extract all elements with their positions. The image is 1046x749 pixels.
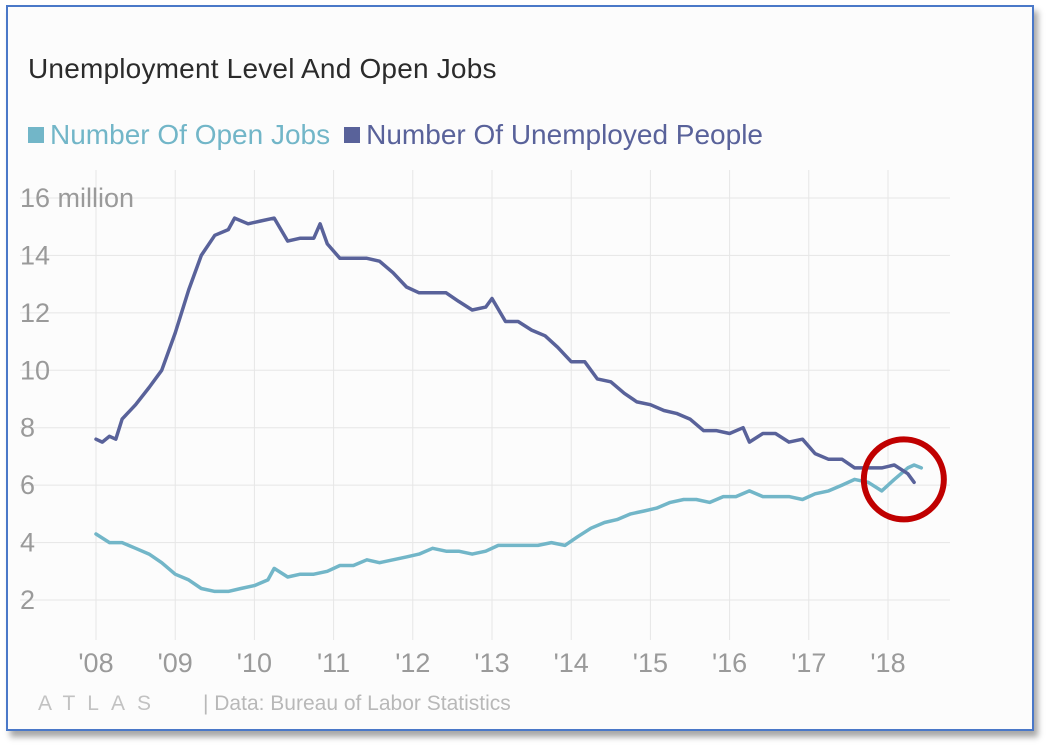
- data-source: | Data: Bureau of Labor Statistics: [202, 692, 511, 715]
- chart-title: Unemployment Level And Open Jobs: [28, 53, 497, 84]
- x-tick-label: '16: [712, 648, 747, 678]
- legend-label-open-jobs: Number Of Open Jobs: [50, 119, 331, 150]
- x-tick-label: '09: [158, 648, 193, 678]
- y-tick-label: 8: [20, 413, 35, 443]
- x-tick-label: '12: [395, 648, 430, 678]
- y-tick-label: 12: [20, 298, 50, 328]
- y-tick-label: 4: [20, 528, 35, 558]
- legend-item-unemployed: Number Of Unemployed People: [344, 119, 763, 151]
- x-tick-label: '18: [870, 648, 905, 678]
- legend-label-unemployed: Number Of Unemployed People: [366, 119, 763, 150]
- x-tick-label: '14: [554, 648, 589, 678]
- series-lines: [94, 216, 924, 594]
- y-tick-label: 10: [20, 355, 50, 385]
- series-line-unemployed: [94, 216, 916, 485]
- annotation: [860, 436, 947, 523]
- y-tick-label: 6: [20, 470, 35, 500]
- x-tick-label: '10: [237, 648, 272, 678]
- series-line-open-jobs: [94, 463, 924, 594]
- legend-swatch-unemployed: [344, 127, 361, 143]
- atlas-logo: ATLAS: [38, 692, 163, 715]
- y-tick-label: 2: [20, 585, 35, 615]
- x-tick-label: '15: [633, 648, 668, 678]
- x-tick-label: '17: [791, 648, 826, 678]
- x-tick-label: '11: [317, 648, 350, 678]
- chart-frame: Unemployment Level And Open Jobs Number …: [6, 5, 1034, 731]
- x-tick-label: '13: [474, 648, 509, 678]
- y-axis-ticks: 16 million 14 12 10 8 6 4 2: [20, 183, 134, 615]
- x-tick-label: '08: [78, 648, 113, 678]
- y-tick-label: 16 million: [20, 183, 134, 213]
- legend-item-open-jobs: Number Of Open Jobs: [28, 119, 330, 151]
- crossover-highlight-circle: [860, 436, 947, 523]
- x-axis-ticks: '08 '09 '10 '11 '12 '13 '14 '15 '16 '17 '18: [78, 648, 905, 678]
- chart-legend: Number Of Open Jobs Number Of Unemployed…: [28, 119, 777, 151]
- grid-lines: [20, 170, 950, 640]
- chart-footer: ATLAS | Data: Bureau of Labor Statistics: [38, 692, 511, 716]
- y-tick-label: 14: [20, 240, 50, 270]
- legend-swatch-open-jobs: [28, 127, 44, 143]
